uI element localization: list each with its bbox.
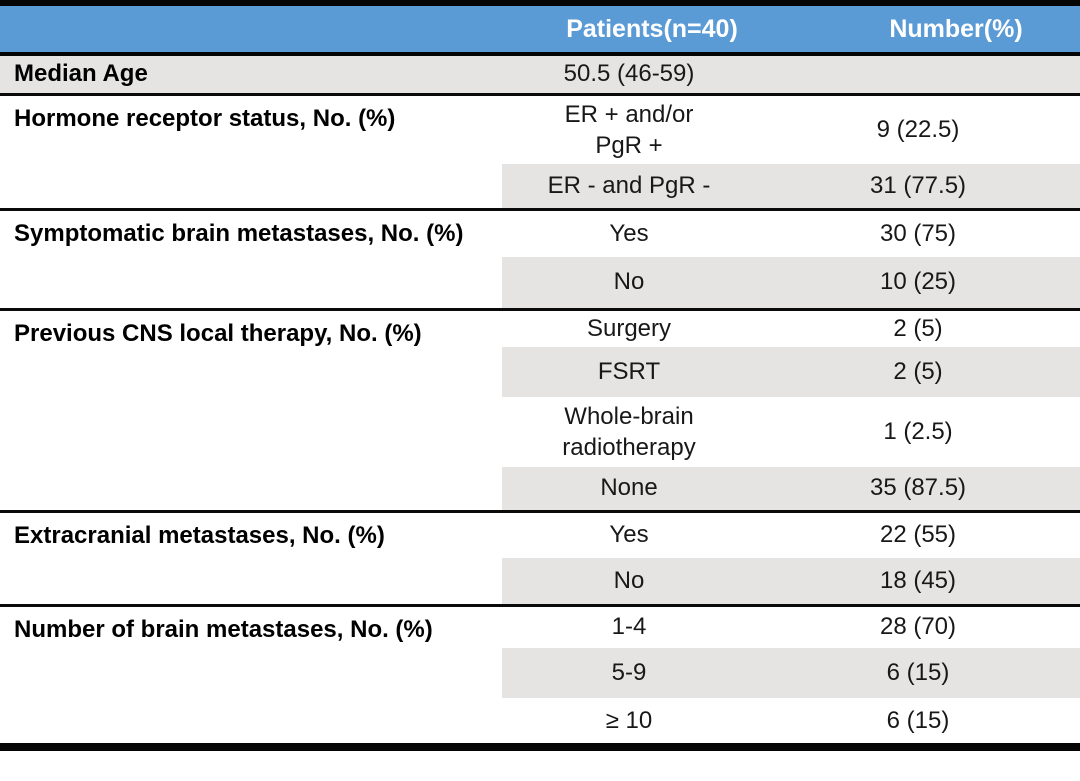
number-brainmets-geq-10: 6 (15) — [886, 706, 950, 734]
header-patients: Patients(n=40) — [502, 6, 756, 56]
value-symptomatic-yes: Yes — [502, 207, 756, 257]
number-extracranial-no: 18 (45) — [756, 558, 1080, 605]
header-row: Patients(n=40) Number(%) — [0, 6, 1080, 56]
number-extracranial-yes: 22 (55) — [756, 509, 1080, 558]
value-extracranial-no: No — [502, 558, 756, 605]
section-label-extracranial-metastases: Extracranial metastases, No. (%) — [0, 509, 502, 605]
value-wbrt-line1: Whole-brain — [564, 403, 694, 430]
section-label-median-age: Median Age — [0, 54, 502, 94]
value-none: None — [502, 467, 756, 511]
header-number: Number(%) — [756, 6, 1080, 56]
value-surgery: Surgery — [502, 307, 756, 347]
section-label-previous-cns-local-therapy: Previous CNS local therapy, No. (%) — [0, 307, 502, 511]
row-symptomatic-no: No 10 (25) — [0, 257, 1080, 309]
value-wbrt-line2: radiotherapy — [562, 434, 696, 461]
section-label-hormone-receptor-status: Hormone receptor status, No. (%) — [0, 92, 502, 209]
number-symptomatic-no: 10 (25) — [756, 257, 1080, 309]
value-er-positive-line2: PgR + — [595, 131, 663, 159]
number-wbrt: 1 (2.5) — [883, 418, 953, 445]
value-symptomatic-no: No — [502, 257, 756, 309]
section-label-number-of-brain-metastases: Number of brain metastases, No. (%) — [0, 603, 502, 743]
value-brainmets-1-4: 1-4 — [502, 603, 756, 648]
number-er-negative: 31 (77.5) — [756, 164, 1080, 209]
number-none: 35 (87.5) — [756, 467, 1080, 511]
value-fsrt: FSRT — [502, 347, 756, 397]
row-median-age: Median Age 50.5 (46-59) — [0, 54, 1080, 94]
number-median-age — [756, 54, 1080, 94]
row-er-positive: Hormone receptor status, No. (%) ER + an… — [0, 92, 1080, 209]
row-extracranial-yes: Extracranial metastases, No. (%) Yes 22 … — [0, 509, 1080, 605]
number-er-positive: 9 (22.5) — [756, 92, 1080, 164]
row-symptomatic-yes: Symptomatic brain metastases, No. (%) Ye… — [0, 207, 1080, 309]
value-er-negative: ER - and PgR - — [502, 164, 756, 209]
row-extracranial-no: No 18 (45) — [0, 558, 1080, 605]
header-empty-cell — [0, 6, 502, 56]
value-er-positive: ER + and/or PgR + — [502, 92, 756, 164]
table-frame: Patients(n=40) Number(%) Median Age 50.5… — [0, 0, 1080, 751]
row-fsrt: FSRT 2 (5) — [0, 347, 1080, 397]
row-er-negative: ER - and PgR - 31 (77.5) — [0, 164, 1080, 209]
value-brainmets-geq-10: ≥ 10 — [605, 706, 653, 734]
row-surgery: Previous CNS local therapy, No. (%) Surg… — [0, 307, 1080, 511]
row-brainmets-1-4: Number of brain metastases, No. (%) 1-4 … — [0, 603, 1080, 743]
value-wbrt: Whole-brain radiotherapy — [502, 397, 756, 467]
number-fsrt: 2 (5) — [756, 347, 1080, 397]
value-brainmets-5-9: 5-9 — [502, 648, 756, 698]
value-median-age: 50.5 (46-59) — [502, 54, 756, 94]
number-brainmets-5-9: 6 (15) — [756, 648, 1080, 698]
number-brainmets-1-4: 28 (70) — [756, 603, 1080, 648]
patient-characteristics-table: Patients(n=40) Number(%) Median Age 50.5… — [0, 6, 1080, 743]
value-er-positive-line1: ER + and/or — [564, 100, 694, 128]
number-symptomatic-yes: 30 (75) — [756, 207, 1080, 257]
row-brainmets-5-9: 5-9 6 (15) — [0, 648, 1080, 698]
row-brainmets-geq-10: ≥ 10 6 (15) — [0, 698, 1080, 743]
section-label-symptomatic-brain-metastases: Symptomatic brain metastases, No. (%) — [0, 207, 502, 309]
number-surgery: 2 (5) — [756, 307, 1080, 347]
row-wbrt: Whole-brain radiotherapy 1 (2.5) — [0, 397, 1080, 467]
value-extracranial-yes: Yes — [502, 509, 756, 558]
row-none: None 35 (87.5) — [0, 467, 1080, 511]
